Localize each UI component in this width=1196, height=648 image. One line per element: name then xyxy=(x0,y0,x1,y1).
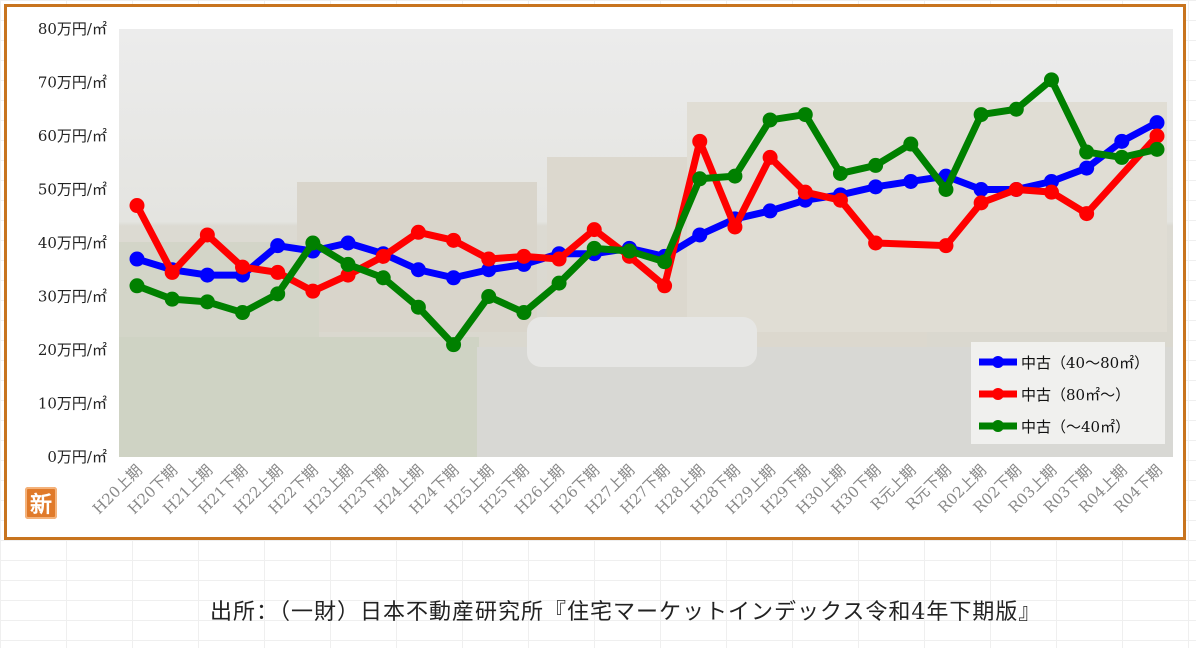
source-note: 出所：（一財）日本不動産研究所『住宅マーケットインデックス令和4年下期版』 xyxy=(210,600,1042,625)
legend: 中古（40～80㎡） 中古（80㎡～） 中古（～40㎡） xyxy=(971,342,1165,444)
data-point xyxy=(410,299,426,315)
data-point xyxy=(410,262,426,278)
data-point xyxy=(481,289,497,304)
chart-frame: 0万円/㎡ 10万円/㎡ 20万円/㎡ 30万円/㎡ 40万円/㎡ 50万円/㎡ 60万円/… xyxy=(4,4,1186,540)
data-point xyxy=(340,256,356,272)
data-point xyxy=(727,219,743,235)
data-point xyxy=(270,286,286,302)
data-point xyxy=(481,262,497,278)
data-point xyxy=(305,283,321,299)
legend-swatch-marker xyxy=(992,420,1004,432)
y-axis: 0万円/㎡ 10万円/㎡ 20万円/㎡ 30万円/㎡ 40万円/㎡ 50万円/㎡ 60万円/… xyxy=(38,20,107,466)
line-chart: 0万円/㎡ 10万円/㎡ 20万円/㎡ 30万円/㎡ 40万円/㎡ 50万円/㎡ 60万円/… xyxy=(38,20,1173,518)
data-point xyxy=(1008,101,1024,117)
series-1 xyxy=(129,128,1165,299)
legend-swatch-marker xyxy=(992,356,1004,368)
data-point xyxy=(1149,141,1165,157)
data-point xyxy=(270,264,286,280)
data-point xyxy=(129,278,145,294)
legend-label: 中古（～40㎡） xyxy=(1021,418,1130,436)
data-point xyxy=(586,240,602,256)
data-point xyxy=(1043,72,1059,88)
data-point xyxy=(129,198,145,214)
y-tick-label: 50万円/㎡ xyxy=(38,181,107,199)
y-tick-label: 0万円/㎡ xyxy=(47,448,107,466)
x-axis: H20上期H20下期H21上期H21下期H22上期H22下期H23上期H23下期… xyxy=(89,461,1166,518)
data-point xyxy=(410,224,426,240)
data-point xyxy=(446,337,462,353)
data-point xyxy=(868,235,884,251)
data-point xyxy=(1114,133,1130,149)
data-point xyxy=(340,267,356,283)
data-point xyxy=(199,267,215,283)
data-point xyxy=(340,235,356,251)
data-point xyxy=(692,227,708,243)
data-point xyxy=(516,248,532,264)
data-point xyxy=(551,275,567,291)
data-point xyxy=(1008,182,1024,197)
series-line xyxy=(133,132,1161,295)
data-point xyxy=(375,248,391,264)
data-point xyxy=(375,270,391,286)
data-point xyxy=(1043,184,1059,200)
data-point xyxy=(1114,149,1130,165)
y-tick-label: 30万円/㎡ xyxy=(38,288,107,306)
data-point xyxy=(762,203,778,219)
data-point xyxy=(586,222,602,238)
data-point xyxy=(657,254,673,270)
data-point xyxy=(868,179,884,195)
data-point xyxy=(903,173,919,189)
y-tick-label: 60万円/㎡ xyxy=(38,127,107,145)
data-point xyxy=(938,238,954,254)
data-point xyxy=(762,112,778,128)
data-point xyxy=(1079,206,1095,222)
data-point xyxy=(516,305,532,321)
data-point xyxy=(832,165,848,181)
data-point xyxy=(657,278,673,294)
data-point xyxy=(551,251,567,267)
data-point xyxy=(446,232,462,248)
data-point xyxy=(164,264,180,280)
y-tick-label: 10万円/㎡ xyxy=(38,395,107,413)
data-point xyxy=(235,305,251,321)
data-point xyxy=(446,270,462,286)
legend-label: 中古（40～80㎡） xyxy=(1021,354,1149,372)
y-tick-label: 20万円/㎡ xyxy=(38,341,107,359)
data-point xyxy=(938,182,954,197)
series-2 xyxy=(129,72,1165,353)
data-point xyxy=(1079,144,1095,160)
data-point xyxy=(1079,160,1095,176)
data-point xyxy=(692,133,708,149)
y-tick-label: 70万円/㎡ xyxy=(38,74,107,92)
data-point xyxy=(481,251,497,267)
legend-label: 中古（80㎡～） xyxy=(1021,386,1130,404)
data-point xyxy=(305,235,321,251)
data-point xyxy=(973,107,989,123)
data-point xyxy=(762,149,778,165)
data-point xyxy=(868,157,884,173)
data-point xyxy=(832,192,848,208)
data-point xyxy=(797,184,813,200)
data-point xyxy=(164,291,180,307)
data-point xyxy=(1043,173,1059,189)
data-point xyxy=(129,251,145,267)
data-point xyxy=(797,107,813,123)
data-point xyxy=(973,195,989,211)
data-point xyxy=(692,171,708,187)
data-point xyxy=(727,168,743,184)
data-point xyxy=(270,238,286,254)
data-point xyxy=(235,259,251,275)
data-point xyxy=(903,136,919,152)
data-point xyxy=(621,243,637,259)
data-point xyxy=(973,182,989,197)
y-tick-label: 80万円/㎡ xyxy=(38,20,107,38)
y-tick-label: 40万円/㎡ xyxy=(38,234,107,252)
data-point xyxy=(1149,128,1165,144)
new-badge-icon: 新 xyxy=(25,487,57,519)
data-point xyxy=(1149,115,1165,131)
legend-swatch-marker xyxy=(992,388,1004,400)
data-point xyxy=(199,294,215,310)
series-layer xyxy=(129,72,1165,353)
data-point xyxy=(199,227,215,243)
